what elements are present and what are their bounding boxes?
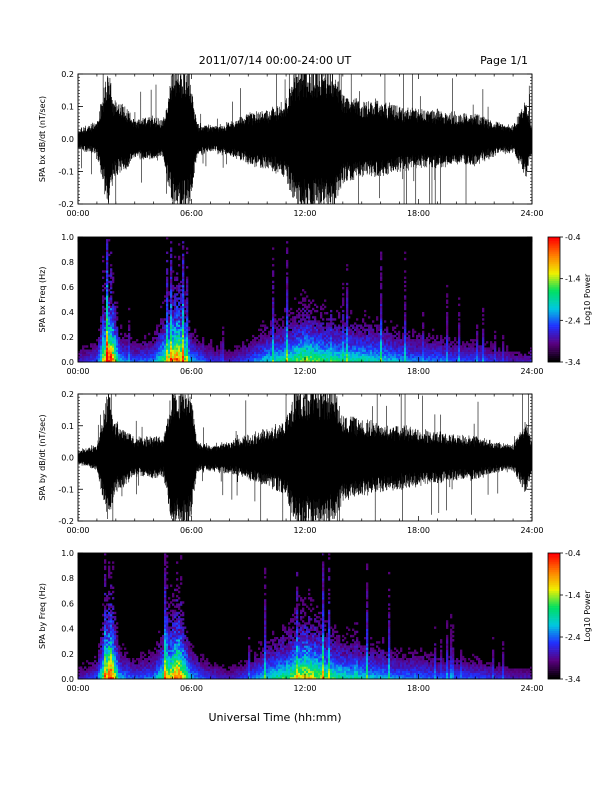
minor-ticks [77, 393, 533, 522]
y-tick-label: 0.4 [61, 625, 74, 634]
y-axis-label: SPA by Freq (Hz) [38, 583, 47, 649]
figure-title: 2011/07/14 00:00-24:00 UT [199, 54, 352, 67]
y-tick-label: 0.0 [61, 358, 74, 367]
y-tick-label: 1.0 [61, 233, 74, 242]
spectrogram-cells [78, 553, 533, 680]
y-tick-label: 0.2 [61, 333, 74, 342]
y-tick-label: -0.1 [58, 168, 74, 177]
y-tick-label: 0.8 [61, 574, 74, 583]
y-tick-label: 0.6 [61, 599, 74, 608]
x-tick-label: 12:00 [293, 367, 316, 376]
x-tick-label: 06:00 [180, 209, 203, 218]
x-tick-label: 18:00 [407, 367, 430, 376]
x-tick-label: 24:00 [520, 526, 543, 535]
x-tick-label: 24:00 [520, 209, 543, 218]
colorbar: -0.4 -1.4 -2.4 -3.4 Log10 Power [547, 233, 592, 367]
x-tick-label: 12:00 [293, 526, 316, 535]
spectrogram-cells [78, 237, 533, 363]
y-tick-label: 0.6 [61, 283, 74, 292]
minor-ticks [77, 236, 533, 363]
colorbar-tick-label: -1.4 [565, 591, 581, 600]
x-tick-label: 00:00 [66, 209, 89, 218]
minor-ticks [77, 73, 533, 205]
page-indicator: Page 1/1 [480, 54, 528, 67]
y-tick-label: -0.1 [58, 485, 74, 494]
y-tick-label: -0.2 [58, 200, 74, 209]
y-tick-label: 0.2 [61, 70, 74, 79]
y-tick-label: 0.1 [61, 103, 74, 112]
colorbar-label: Log10 Power [583, 590, 592, 642]
y-tick-label: 0.0 [61, 675, 74, 684]
y-axis-label: SPA by dB/dt (nT/sec) [38, 414, 47, 500]
x-tick-label: 06:00 [180, 367, 203, 376]
y-tick-label: 0.2 [61, 390, 74, 399]
x-tick-label: 24:00 [520, 367, 543, 376]
colorbar-tick-label: -2.4 [565, 316, 581, 325]
x-tick-label: 00:00 [66, 367, 89, 376]
minor-ticks [77, 552, 533, 680]
y-tick-label: 0.4 [61, 308, 74, 317]
y-tick-label: 1.0 [61, 549, 74, 558]
y-tick-label: 0.8 [61, 258, 74, 267]
x-tick-label: 12:00 [293, 684, 316, 693]
x-tick-label: 06:00 [180, 526, 203, 535]
panel-bx-spectrogram: -0.4 -1.4 -2.4 -3.4 Log10 Power 00:00 06:00 12:… [38, 233, 592, 376]
y-tick-label: 0.1 [61, 422, 74, 431]
x-tick-label: 18:00 [407, 526, 430, 535]
x-tick-label: 24:00 [520, 684, 543, 693]
colorbar-tick-label: -1.4 [565, 275, 581, 284]
y-tick-label: 0.0 [61, 454, 74, 463]
panel-by-spectrogram: -0.4 -1.4 -2.4 -3.4 Log10 Power 00:00 06:00 12:… [38, 549, 592, 693]
y-axis-label: SPA bx dB/dt (nT/sec) [38, 96, 47, 182]
y-tick-label: 0.2 [61, 650, 74, 659]
colorbar-label: Log10 Power [583, 273, 592, 325]
y-tick-label: -0.2 [58, 517, 74, 526]
y-tick-label: 0.0 [61, 135, 74, 144]
colorbar-tick-label: -3.4 [565, 358, 581, 367]
colorbar-tick-label: -0.4 [565, 233, 581, 242]
colorbar: -0.4 -1.4 -2.4 -3.4 Log10 Power [547, 549, 592, 684]
x-tick-label: 12:00 [293, 209, 316, 218]
x-tick-label: 18:00 [407, 684, 430, 693]
colorbar-tick-label: -3.4 [565, 675, 581, 684]
x-axis-label: Universal Time (hh:mm) [209, 711, 342, 724]
colorbar-tick-label: -0.4 [565, 549, 581, 558]
x-tick-label: 00:00 [66, 684, 89, 693]
x-tick-label: 18:00 [407, 209, 430, 218]
x-tick-label: 00:00 [66, 526, 89, 535]
y-axis-label: SPA bx Freq (Hz) [38, 267, 47, 333]
panel-bx-signal: 00:00 06:00 12:00 18:00 24:00 -0.2 -0.1 0.0 0.1 0… [38, 70, 544, 218]
x-tick-label: 06:00 [180, 684, 203, 693]
panel-by-signal: 00:00 06:00 12:00 18:00 24:00 -0.2 -0.1 0.0 0.1 0… [38, 390, 544, 535]
colorbar-tick-label: -2.4 [565, 633, 581, 642]
